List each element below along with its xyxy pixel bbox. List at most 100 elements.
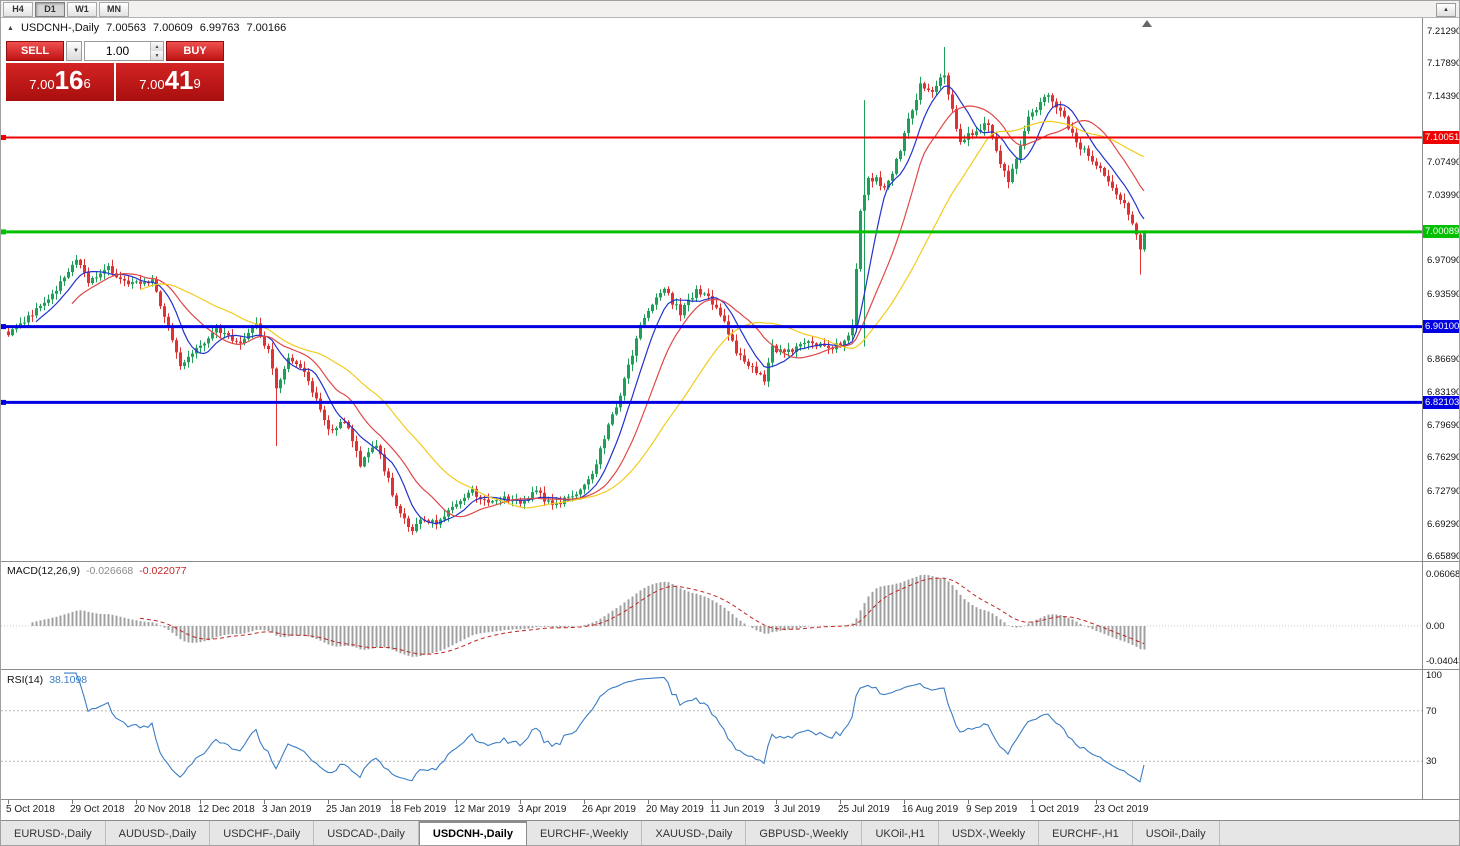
rsi-axis-tick: 30 [1426,756,1437,767]
price-tick: 6.69290 [1427,519,1460,530]
chart-tab-audusd-daily[interactable]: AUDUSD-,Daily [106,821,211,845]
scroll-up-button[interactable]: ▲ [1436,3,1456,17]
chart-tab-eurusd-daily[interactable]: EURUSD-,Daily [1,821,106,845]
date-tick [1096,800,1097,804]
panel-separator[interactable] [1,799,1459,800]
up-arrow-icon: ▲ [1443,7,1449,13]
panel-separator[interactable] [1,669,1459,670]
chart-tab-xauusd-daily[interactable]: XAUUSD-,Daily [642,821,747,845]
panel-separator[interactable] [1,561,1459,562]
date-label: 20 Nov 2018 [134,804,191,815]
date-tick [456,800,457,804]
volume-decrease-button[interactable]: ▼ [151,51,163,60]
rsi-axis-tick: 70 [1426,706,1437,717]
date-label: 3 Jul 2019 [774,804,821,815]
buy-price-box[interactable]: 7.00 41 9 [116,63,224,101]
price-tick: 7.17890 [1427,58,1460,69]
volume-input[interactable] [85,42,150,60]
ohlc-low: 6.99763 [199,22,240,34]
chevron-down-icon: ▼ [73,48,79,54]
chart-tab-eurchf-weekly[interactable]: EURCHF-,Weekly [527,821,643,845]
timeframe-buttons: H4 D1 W1 MN [3,1,131,17]
chart-tab-usoil-daily[interactable]: USOil-,Daily [1133,821,1220,845]
chart-tab-usdchf-daily[interactable]: USDCHF-,Daily [210,821,315,845]
price-tick: 6.76290 [1427,452,1460,463]
date-tick [776,800,777,804]
timeframe-button-d1[interactable]: D1 [35,1,65,17]
date-label: 20 May 2019 [646,804,704,815]
ohlc-high: 7.00609 [152,22,193,34]
date-label: 5 Oct 2018 [6,804,55,815]
macd-axis-tick: -0.040431 [1426,656,1459,667]
line-price-label: 7.00089 [1423,225,1460,238]
date-label: 11 Jun 2019 [710,804,765,815]
timeframe-button-h4[interactable]: H4 [3,1,33,17]
sell-button[interactable]: SELL [6,41,64,61]
date-tick [200,800,201,804]
date-label: 26 Apr 2019 [582,804,636,815]
volume-dropdown-button[interactable]: ▼ [66,41,82,61]
date-tick [264,800,265,804]
rsi-value: 38.1098 [49,674,88,686]
date-label: 23 Oct 2019 [1094,804,1149,815]
chart-tab-ukoil-h1[interactable]: UKOil-,H1 [862,821,939,845]
date-tick [8,800,9,804]
sell-price-pip: 6 [83,76,91,91]
macd-name: MACD(12,26,9) [7,565,80,577]
chart-tab-usdcnh-daily[interactable]: USDCNH-,Daily [418,821,527,845]
timeframe-button-w1[interactable]: W1 [67,1,97,17]
date-label: 25 Jan 2019 [326,804,382,815]
rsi-label: RSI(14) 38.1098 [7,674,87,686]
date-tick [328,800,329,804]
price-tick: 6.72790 [1427,486,1460,497]
sell-price-big: 16 [54,65,84,95]
price-chart[interactable] [1,18,1422,561]
sell-price-box[interactable]: 7.00 16 6 [6,63,114,101]
price-tick: 6.65890 [1427,551,1460,562]
chart-tab-usdx-weekly[interactable]: USDX-,Weekly [939,821,1040,845]
price-tick: 7.14390 [1427,91,1460,102]
date-tick [1032,800,1033,804]
date-tick [840,800,841,804]
rsi-name: RSI(14) [7,674,44,686]
date-label: 12 Dec 2018 [198,804,255,815]
timeframe-button-mn[interactable]: MN [99,1,129,17]
macd-panel[interactable] [1,562,1422,669]
date-label: 1 Oct 2019 [1030,804,1079,815]
ohlc-close: 7.00166 [246,22,287,34]
line-price-label: 6.90100 [1423,320,1460,333]
volume-field: ▲ ▼ [84,41,164,61]
macd-main-value: -0.026668 [85,565,134,577]
axis-separator [1422,18,1423,799]
date-label: 16 Aug 2019 [902,804,959,815]
chart-tab-gbpusd-weekly[interactable]: GBPUSD-,Weekly [746,821,863,845]
date-tick [392,800,393,804]
price-tick: 7.21290 [1427,26,1460,37]
chart-icon: ▲ [7,24,14,32]
date-tick [72,800,73,804]
line-price-label: 7.10051 [1423,131,1460,144]
date-label: 12 Mar 2019 [454,804,511,815]
date-tick [136,800,137,804]
date-tick [648,800,649,804]
date-tick [968,800,969,804]
price-tick: 6.97090 [1427,255,1460,266]
macd-label: MACD(12,26,9) -0.026668 -0.022077 [7,565,187,577]
chart-tab-usdcad-daily[interactable]: USDCAD-,Daily [314,821,419,845]
buy-price-big: 41 [164,65,194,95]
price-tick: 6.79690 [1427,420,1460,431]
rsi-panel[interactable] [1,671,1422,799]
date-label: 3 Jan 2019 [262,804,312,815]
chart-tab-eurchf-h1[interactable]: EURCHF-,H1 [1039,821,1133,845]
date-tick [904,800,905,804]
price-tick: 7.07490 [1427,157,1460,168]
buy-price-prefix: 7.00 [139,77,165,92]
macd-axis-tick: 0.060687 [1426,569,1460,580]
price-tick: 7.03990 [1427,190,1460,201]
volume-increase-button[interactable]: ▲ [151,42,163,51]
buy-button[interactable]: BUY [166,41,224,61]
sell-price-prefix: 7.00 [29,77,55,92]
date-label: 25 Jul 2019 [838,804,890,815]
